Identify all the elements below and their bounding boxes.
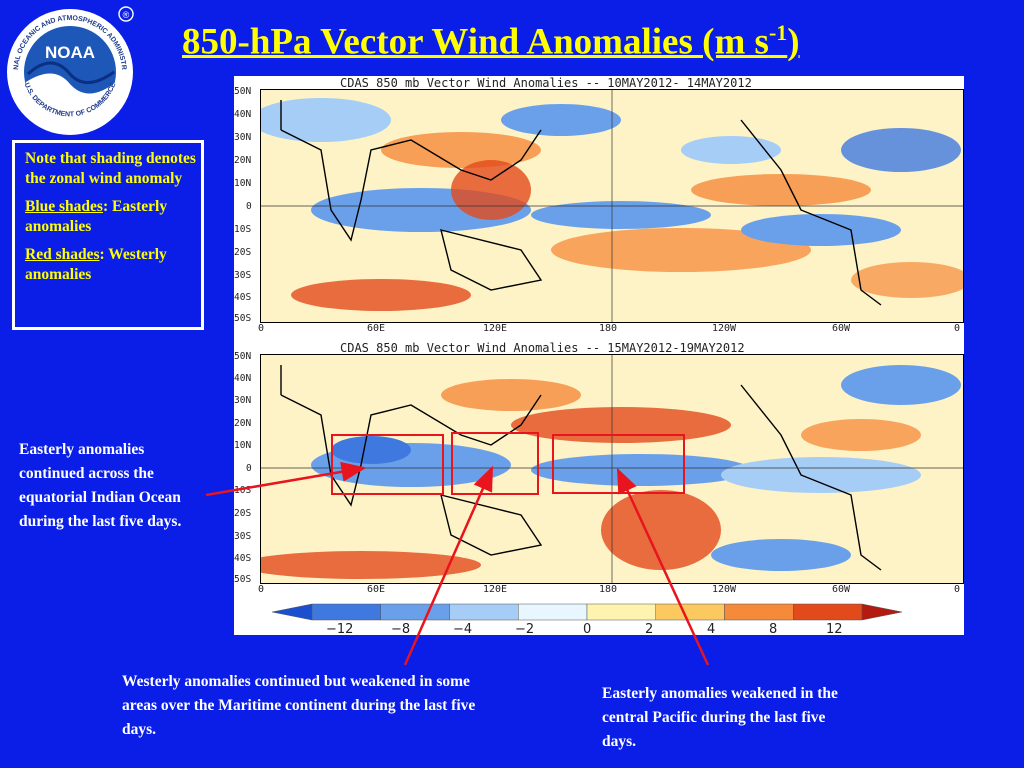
lat-label: 10S [234, 224, 252, 235]
lon-label: 120W [712, 323, 737, 334]
colorbar-swatch [861, 603, 902, 621]
blue-shades-label: Blue shades [25, 198, 103, 215]
map-panel-bottom [260, 354, 964, 584]
lat-label: 10N [234, 440, 252, 451]
colorbar-swatch [272, 603, 313, 621]
callout-central-pacific: Easterly anomalies weakened in the centr… [602, 685, 838, 750]
lat-label: 30N [234, 132, 252, 143]
blue-shades-desc: : Easterly anomalies [25, 198, 168, 235]
lat-label: 50S [234, 313, 252, 324]
lat-label: 10N [234, 178, 252, 189]
lat-label: 50S [234, 574, 252, 585]
colorbar-tick: 4 [707, 622, 716, 637]
red-shades-desc: : Westerly anomalies [25, 246, 167, 283]
note-red: Red shades: Westerly anomalies [25, 245, 201, 285]
lat-label: 0 [246, 201, 252, 212]
lon-label: 120E [483, 584, 508, 595]
colorbar-swatch [380, 603, 450, 621]
lon-label: 120W [712, 584, 737, 595]
registered-mark: ® [123, 10, 130, 20]
noaa-logo: NOAA ® NATIONAL OCEANIC AND ATMOSPHERIC … [4, 4, 134, 135]
colorbar-swatch [793, 603, 863, 621]
callout-maritime-continent: Westerly anomalies continued but weakene… [122, 673, 476, 738]
lat-label: 30S [234, 531, 252, 542]
lat-label: 10S [234, 485, 252, 496]
shading-note: Note that shading denotes the zonal wind… [12, 140, 204, 330]
title-superscript: -1 [768, 20, 788, 45]
callout-indian-ocean: Easterly anomalies continued across the … [19, 441, 182, 530]
colorbar-tick: −4 [453, 622, 473, 637]
lon-label: 60W [832, 323, 851, 334]
lat-label: 20N [234, 418, 252, 429]
lat-label: 20N [234, 155, 252, 166]
lat-label: 0 [246, 463, 252, 474]
note-intro: Note that shading denotes the zonal wind… [25, 150, 196, 187]
colorbar-tick: 8 [769, 622, 778, 637]
map-panel-top [260, 89, 964, 323]
lon-label: 180 [599, 584, 618, 595]
note-blue: Blue shades: Easterly anomalies [25, 197, 201, 237]
lon-label: 180 [599, 323, 618, 334]
lon-label: 60W [832, 584, 851, 595]
logo-wordmark: NOAA [45, 43, 95, 62]
colorbar-tick: −2 [515, 622, 535, 637]
lon-label: 0 [258, 584, 265, 595]
lat-label: 20S [234, 247, 252, 258]
colorbar-swatch [449, 603, 519, 621]
slide-title: 850-hPa Vector Wind Anomalies (m s-1) [182, 20, 800, 63]
title-end: ) [787, 21, 800, 63]
lat-label: 40N [234, 109, 252, 120]
colorbar-swatch [311, 603, 381, 621]
lon-label: 0 [258, 323, 265, 334]
lat-label: 40S [234, 292, 252, 303]
colorbar-tick: 2 [645, 622, 654, 637]
panel-bottom-title: CDAS 850 mb Vector Wind Anomalies -- 15M… [340, 341, 745, 355]
anomaly-shading-top [261, 98, 963, 311]
lon-label: 0 [954, 584, 961, 595]
lon-label: 120E [483, 323, 508, 334]
colorbar-tick: −8 [391, 622, 411, 637]
lat-label: 30N [234, 395, 252, 406]
lat-label: 20S [234, 508, 252, 519]
colorbar [272, 603, 902, 621]
lat-label: 50N [234, 351, 252, 362]
lat-label: 40N [234, 373, 252, 384]
colorbar-swatch [724, 603, 794, 621]
colorbar-tick: 0 [583, 622, 592, 637]
colorbar-swatch [655, 603, 725, 621]
panel-top-title: CDAS 850 mb Vector Wind Anomalies -- 10M… [340, 76, 752, 90]
title-main: 850-hPa Vector Wind Anomalies (m s [182, 21, 769, 63]
red-shades-label: Red shades [25, 246, 100, 263]
wind-anomaly-figure: CDAS 850 mb Vector Wind Anomalies -- 10M… [234, 76, 964, 637]
lon-label: 0 [954, 323, 961, 334]
lon-label: 60E [367, 323, 386, 334]
colorbar-tick: −12 [326, 622, 354, 637]
colorbar-swatch [518, 603, 588, 621]
lat-label: 50N [234, 86, 252, 97]
colorbar-swatch [586, 603, 656, 621]
colorbar-tick: 12 [826, 622, 843, 637]
lon-label: 60E [367, 584, 386, 595]
lat-label: 40S [234, 553, 252, 564]
lat-label: 30S [234, 270, 252, 281]
